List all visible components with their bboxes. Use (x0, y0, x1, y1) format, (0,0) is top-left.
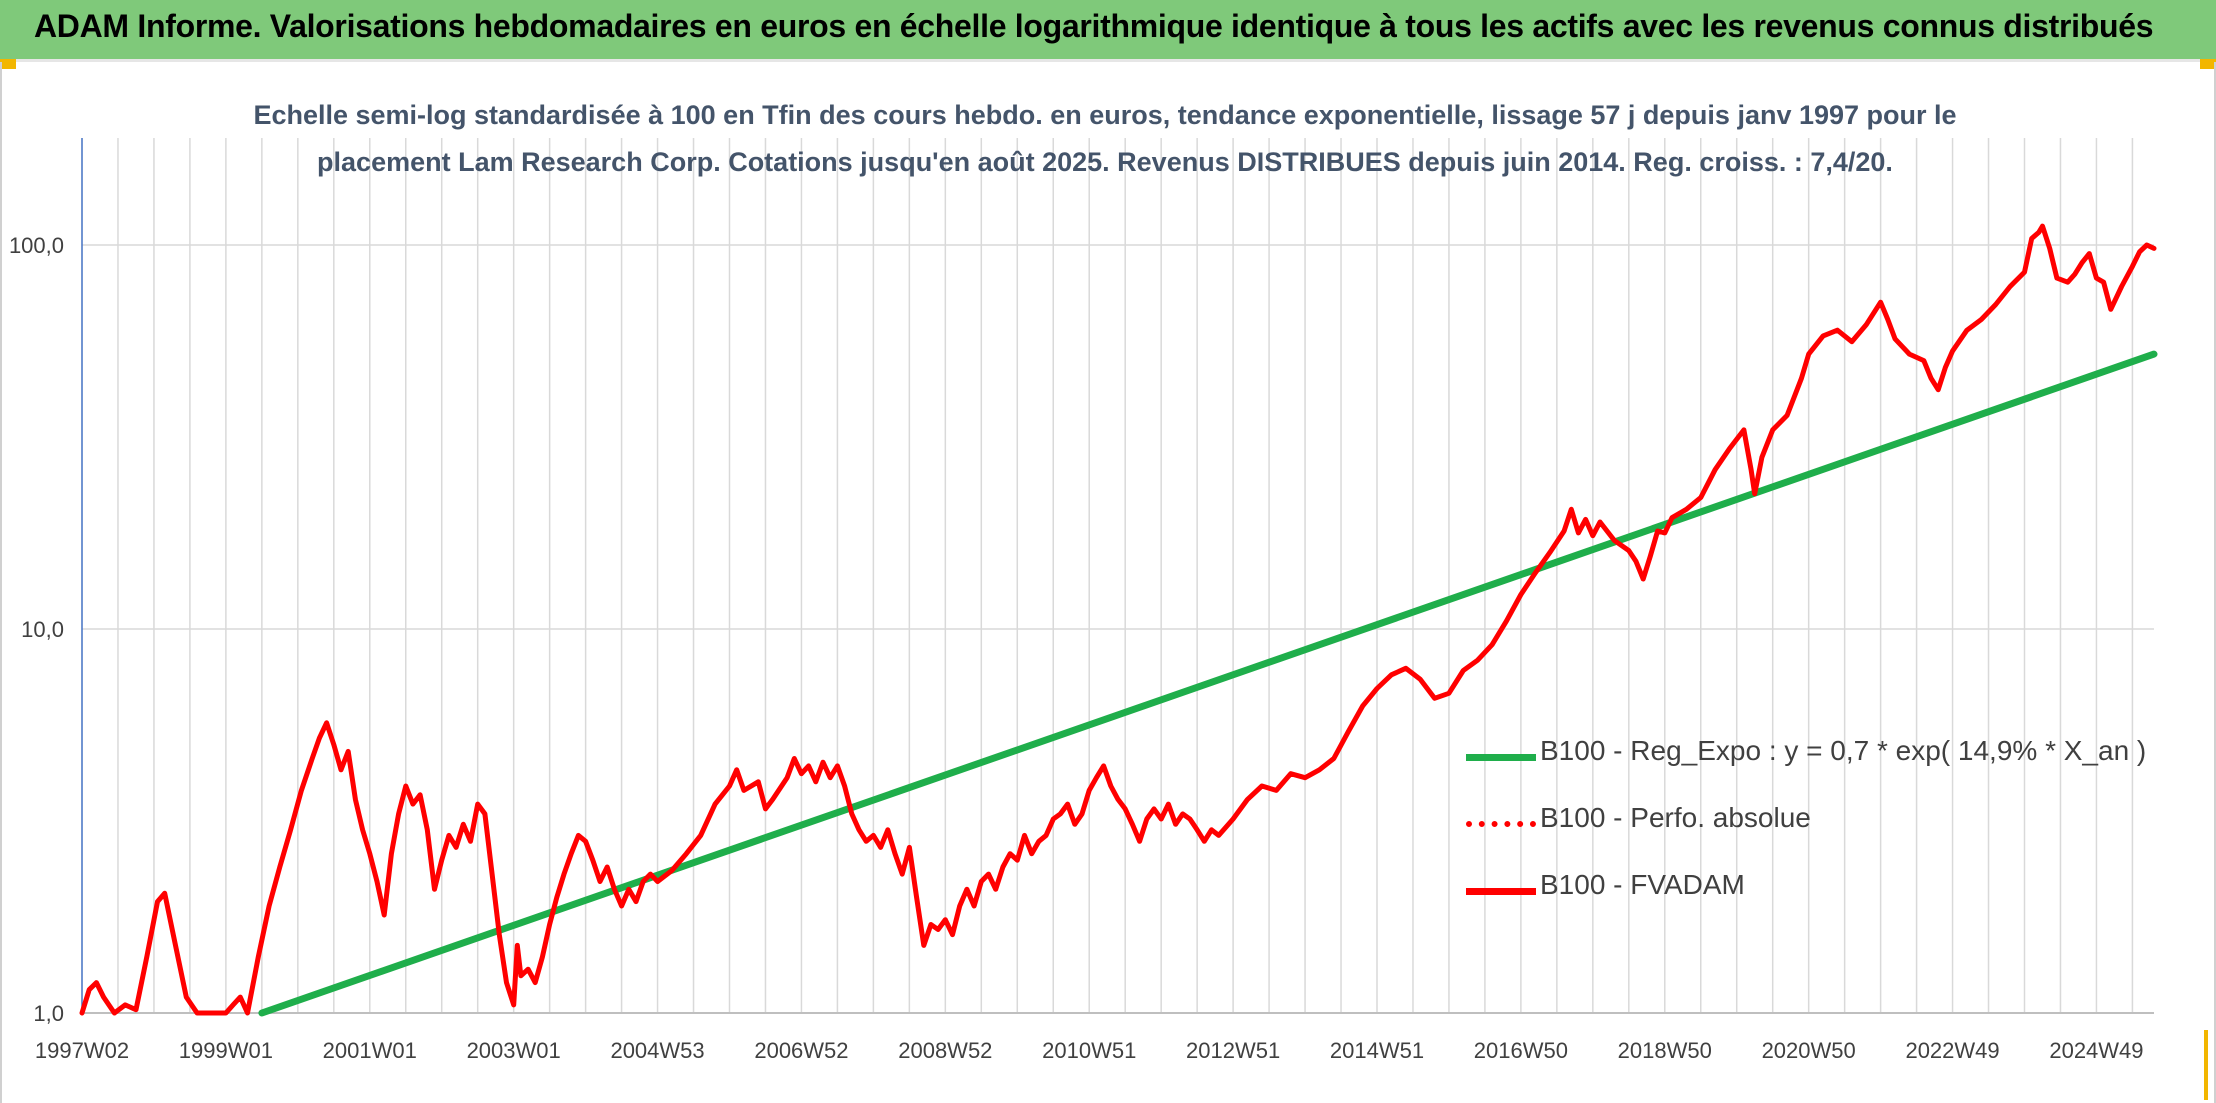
x-tick-label: 2012W51 (1186, 1038, 1280, 1063)
legend-label-fvadam: B100 - FVADAM (1540, 869, 1745, 900)
x-tick-label: 2022W49 (1905, 1038, 1999, 1063)
legend-swatch-regression (1466, 754, 1536, 761)
report-banner: ADAM Informe. Valorisations hebdomadaire… (0, 0, 2216, 69)
x-tick-label: 2014W51 (1330, 1038, 1424, 1063)
x-tick-label: 2016W50 (1474, 1038, 1568, 1063)
x-tick-label: 1997W02 (35, 1038, 129, 1063)
chart-title: Echelle semi-log standardisée à 100 en T… (210, 92, 2000, 186)
chart-area (0, 62, 2216, 1103)
legend-swatch-fvadam (1466, 888, 1536, 895)
legend-swatch-perfo (1466, 821, 1536, 827)
regression-line (258, 350, 2158, 1017)
y-tick-label: 1,0 (33, 1001, 64, 1026)
x-tick-label: 2004W53 (610, 1038, 704, 1063)
corner-accent-left (0, 59, 16, 69)
chart-title-line-2: placement Lam Research Corp. Cotations j… (317, 147, 1893, 177)
x-tick-label: 1999W01 (179, 1038, 273, 1063)
y-tick-label: 100,0 (9, 233, 64, 258)
x-tick-label: 2020W50 (1762, 1038, 1856, 1063)
right-accent-bar (2204, 1030, 2208, 1100)
corner-accent-right (2200, 59, 2216, 69)
x-tick-label: 2001W01 (323, 1038, 417, 1063)
chart-title-line-1: Echelle semi-log standardisée à 100 en T… (253, 100, 1957, 130)
x-tick-label: 2010W51 (1042, 1038, 1136, 1063)
x-tick-label: 2003W01 (467, 1038, 561, 1063)
x-tick-label: 2024W49 (2049, 1038, 2143, 1063)
legend-label-regression: B100 - Reg_Expo : y = 0,7 * exp( 14,9% *… (1540, 735, 2147, 766)
legend-label-perfo: B100 - Perfo. absolue (1540, 802, 1811, 833)
x-tick-label: 2018W50 (1618, 1038, 1712, 1063)
x-tick-label: 2008W52 (898, 1038, 992, 1063)
banner-title: ADAM Informe. Valorisations hebdomadaire… (34, 8, 2154, 44)
y-tick-label: 10,0 (21, 617, 64, 642)
fvadam-line (79, 223, 2157, 1016)
x-tick-label: 2006W52 (754, 1038, 848, 1063)
